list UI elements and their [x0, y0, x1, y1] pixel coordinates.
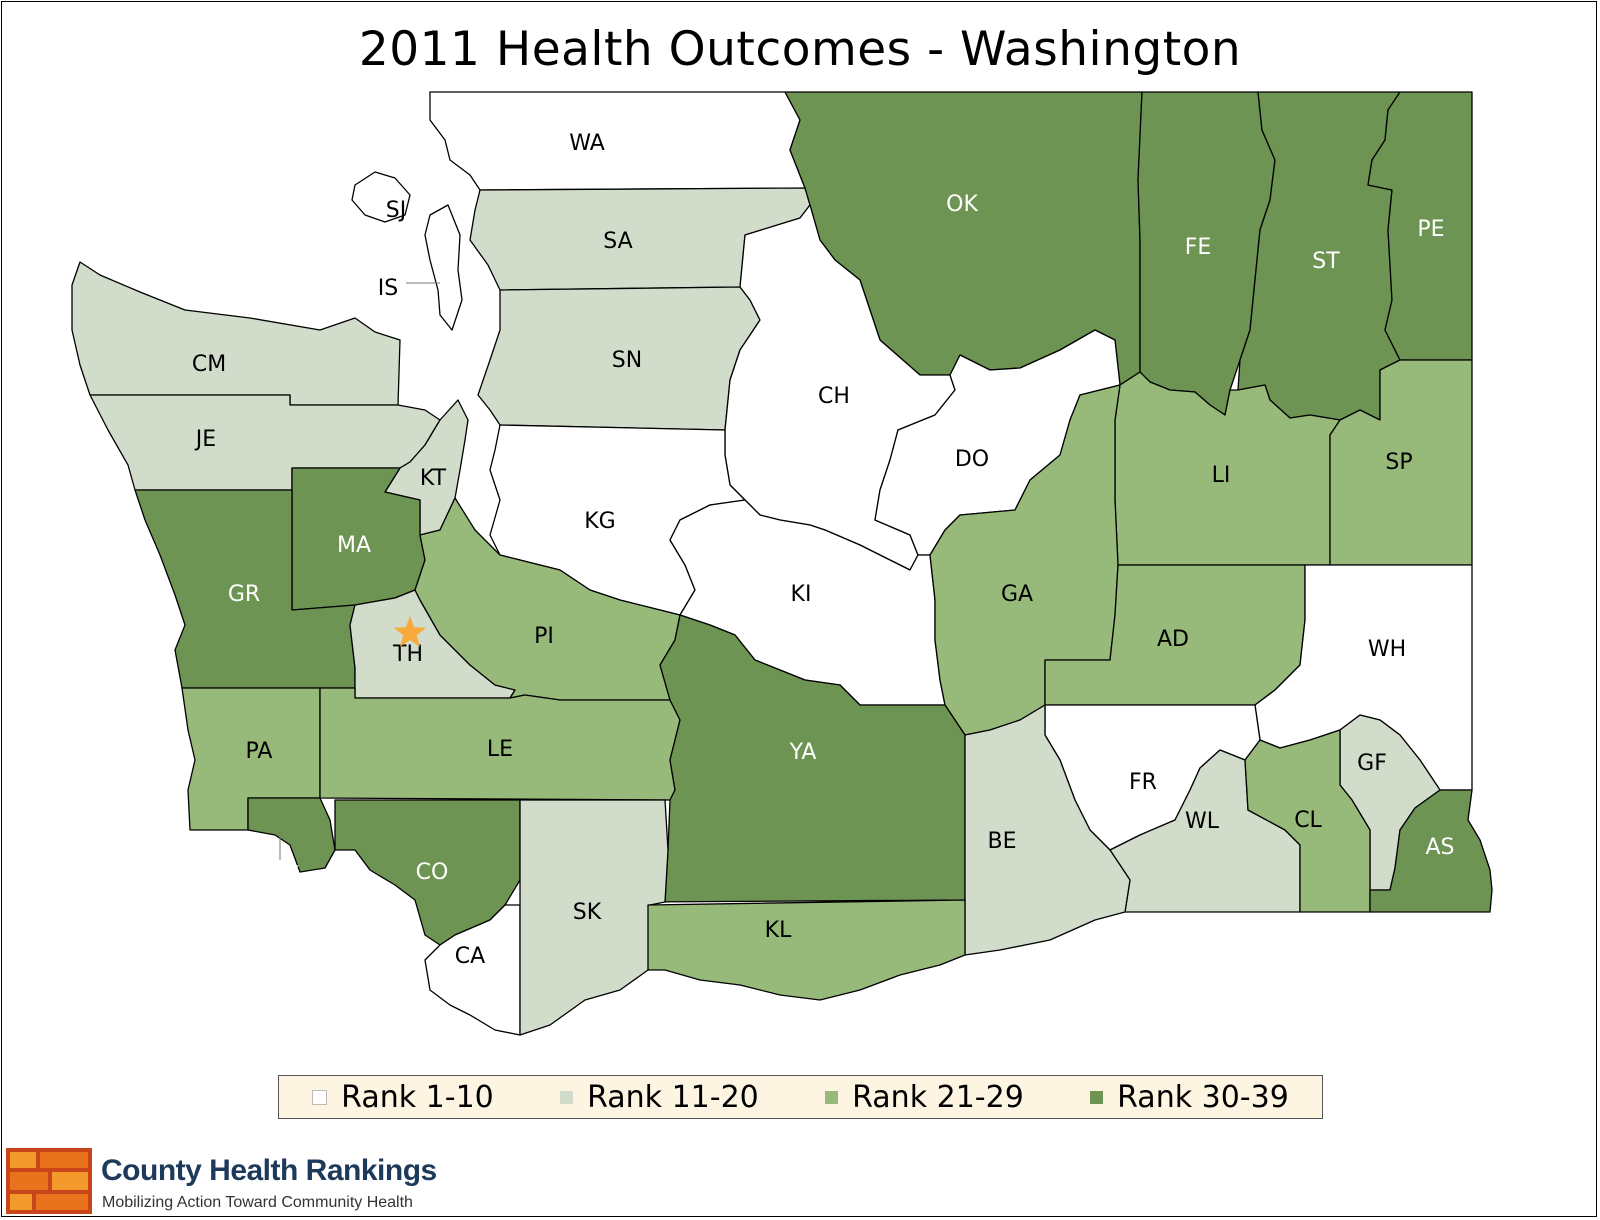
county-label-gr: GR	[228, 582, 260, 607]
county-as[interactable]	[1369, 789, 1493, 913]
county-label-as: AS	[1425, 835, 1454, 860]
legend-item-rank-30-39: Rank 30-39	[1090, 1080, 1289, 1115]
county-wa[interactable]	[429, 91, 806, 191]
county-sk[interactable]	[519, 799, 669, 1036]
county-label-ok: OK	[946, 192, 978, 217]
washington-county-map: WA SJ IS SA OK FE ST PE CM JE SN CH DO LI SP KT KG MA GR TH…	[71, 91, 1493, 1036]
county-label-pa: PA	[246, 739, 273, 764]
county-label-pe: PE	[1417, 217, 1444, 242]
star-icon	[393, 616, 427, 647]
county-label-li: LI	[1212, 463, 1231, 488]
county-label-wa: WA	[569, 131, 605, 156]
county-cl[interactable]	[1244, 729, 1371, 913]
county-label-is: IS	[378, 276, 398, 301]
county-label-wl: WL	[1185, 809, 1220, 834]
legend-label: Rank 21-29	[852, 1079, 1024, 1115]
legend-item-rank-1-10: Rank 1-10	[312, 1080, 494, 1115]
legend-swatch	[560, 1090, 574, 1104]
county-cm[interactable]	[71, 261, 401, 406]
county-ca[interactable]	[424, 904, 521, 1036]
county-co[interactable]	[334, 799, 521, 946]
logo-subtitle: Mobilizing Action Toward Community Healt…	[102, 1194, 413, 1211]
county-label-sk: SK	[573, 900, 602, 925]
county-label-be: BE	[988, 829, 1017, 854]
logo-title: County Health Rankings	[101, 1154, 437, 1187]
county-health-rankings-logo[interactable]: County Health Rankings Mobilizing Action…	[6, 1148, 1006, 1218]
county-label-fr: FR	[1129, 770, 1157, 795]
legend-swatch	[1090, 1090, 1104, 1104]
legend-swatch	[825, 1090, 839, 1104]
county-label-st: ST	[1312, 249, 1340, 274]
county-label-cl: CL	[1294, 808, 1322, 833]
county-kl[interactable]	[647, 899, 966, 1001]
county-label-kg: KG	[584, 509, 615, 534]
legend-item-rank-11-20: Rank 11-20	[560, 1080, 759, 1115]
county-label-je: JE	[194, 427, 216, 452]
county-label-sj: SJ	[386, 198, 406, 223]
county-label-wk: WK	[263, 863, 300, 888]
legend-item-rank-21-29: Rank 21-29	[825, 1080, 1024, 1115]
county-label-ga: GA	[1001, 582, 1033, 607]
county-label-th: TH	[392, 642, 423, 667]
logo-mark-icon	[6, 1148, 92, 1214]
map-title: 2011 Health Outcomes - Washington	[358, 22, 1242, 77]
county-label-wh: WH	[1368, 637, 1406, 662]
legend-label: Rank 30-39	[1117, 1079, 1289, 1115]
legend-label: Rank 11-20	[587, 1079, 759, 1115]
county-label-gf: GF	[1357, 751, 1387, 776]
county-wk[interactable]	[247, 797, 336, 873]
county-sp[interactable]	[1329, 359, 1473, 566]
county-sj[interactable]	[351, 171, 411, 223]
county-label-ya: YA	[789, 740, 817, 765]
county-label-ki: KI	[791, 582, 812, 607]
county-label-do: DO	[955, 447, 989, 472]
county-label-ca: CA	[455, 944, 485, 969]
county-label-sn: SN	[612, 348, 642, 373]
county-label-le: LE	[487, 737, 513, 762]
county-label-pi: PI	[534, 624, 554, 649]
county-ya[interactable]	[639, 614, 966, 903]
county-label-sa: SA	[603, 229, 632, 254]
county-label-ch: CH	[818, 384, 850, 409]
county-be[interactable]	[964, 704, 1131, 956]
county-label-ma: MA	[337, 533, 371, 558]
legend: Rank 1-10 Rank 11-20 Rank 21-29 Rank 30-…	[278, 1075, 1323, 1119]
county-label-ad: AD	[1157, 627, 1189, 652]
legend-label: Rank 1-10	[341, 1079, 494, 1115]
county-label-fe: FE	[1185, 235, 1212, 260]
county-is[interactable]	[424, 204, 463, 331]
county-label-kt: KT	[420, 466, 447, 491]
legend-swatch	[312, 1089, 328, 1105]
county-label-kl: KL	[765, 918, 792, 943]
county-label-cm: CM	[192, 352, 226, 377]
county-label-sp: SP	[1385, 450, 1412, 475]
county-label-co: CO	[416, 860, 449, 885]
